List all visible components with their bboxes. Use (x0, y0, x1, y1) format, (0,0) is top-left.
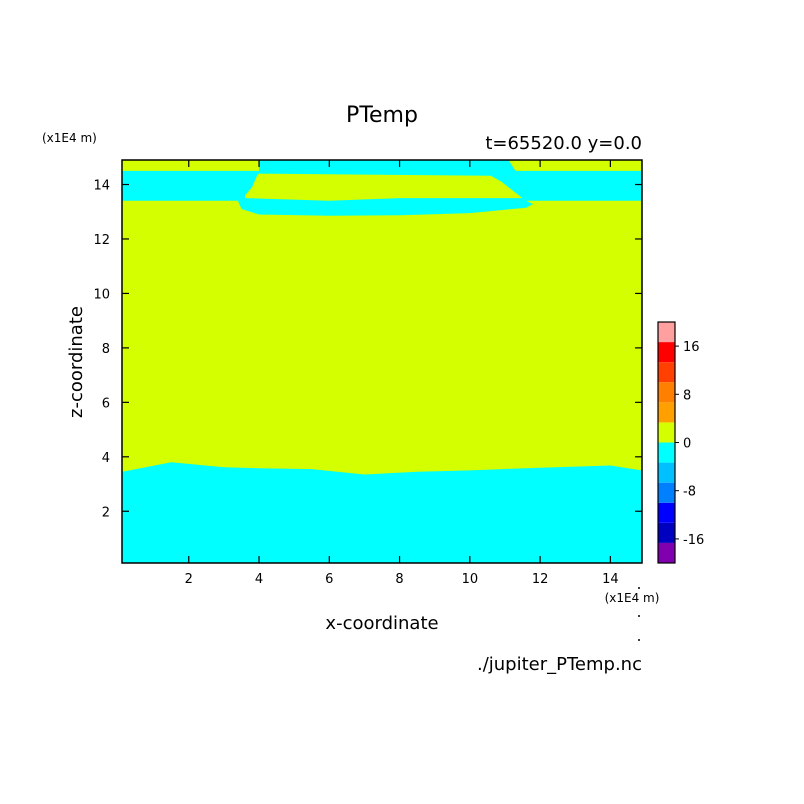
colorbar-segment (658, 322, 675, 343)
x-tick-label: 4 (255, 572, 263, 587)
colorbar-segment (658, 342, 675, 363)
decorative-dot (638, 587, 640, 589)
colorbar-tick-label: 16 (683, 340, 700, 355)
colorbar-segment (658, 442, 675, 463)
colorbar-segment (658, 362, 675, 383)
colorbar-segment (658, 502, 675, 523)
y-tick-label: 4 (102, 451, 110, 466)
x-tick-label: 6 (325, 572, 333, 587)
source-filename: ./jupiter_PTemp.nc (477, 654, 642, 675)
axes: 2 4 6 8 10 12 14 2 4 6 8 10 12 14 (93, 159, 643, 587)
decorative-dot (638, 615, 640, 617)
colorbar-segment (658, 542, 675, 563)
plot-frame (121, 159, 643, 564)
colorbar-segment (658, 522, 675, 543)
colorbar-segment (658, 382, 675, 403)
x-tick-label: 2 (185, 572, 193, 587)
x-tick-label: 10 (462, 572, 479, 587)
x-axis-label: x-coordinate (325, 613, 438, 634)
colorbar-tick-label: -16 (683, 533, 704, 548)
x-tick-label: 14 (602, 572, 619, 587)
chart-title: PTemp (346, 103, 418, 128)
colorbar-tick-label: 8 (683, 388, 691, 403)
decorative-dot (638, 639, 640, 641)
colorbar-segment (658, 482, 675, 503)
colorbar-tick-label: 0 (683, 437, 691, 452)
y-tick-label: 12 (93, 233, 110, 248)
colorbar-segment (658, 422, 675, 443)
x-tick-label: 12 (532, 572, 549, 587)
x-tick-label: 8 (395, 572, 403, 587)
y-tick-label: 8 (102, 342, 110, 357)
colorbar-tick-label: -8 (683, 485, 696, 500)
y-tick-label: 2 (102, 505, 110, 520)
y-tick-label: 10 (93, 287, 110, 302)
x-axis-unit: (x1E4 m) (605, 591, 660, 605)
contour-region (122, 462, 642, 563)
colorbar: 16 8 0 -8 -16 (657, 321, 704, 564)
chart-subtitle: t=65520.0 y=0.0 (485, 133, 642, 154)
colorbar-segment (658, 402, 675, 423)
contour-region (245, 173, 523, 201)
y-axis-label: z-coordinate (66, 306, 87, 418)
y-axis-unit: (x1E4 m) (42, 131, 97, 145)
y-tick-label: 6 (102, 396, 110, 411)
y-tick-label: 14 (93, 179, 110, 194)
contour-plot-area (122, 160, 642, 563)
colorbar-segment (658, 462, 675, 483)
